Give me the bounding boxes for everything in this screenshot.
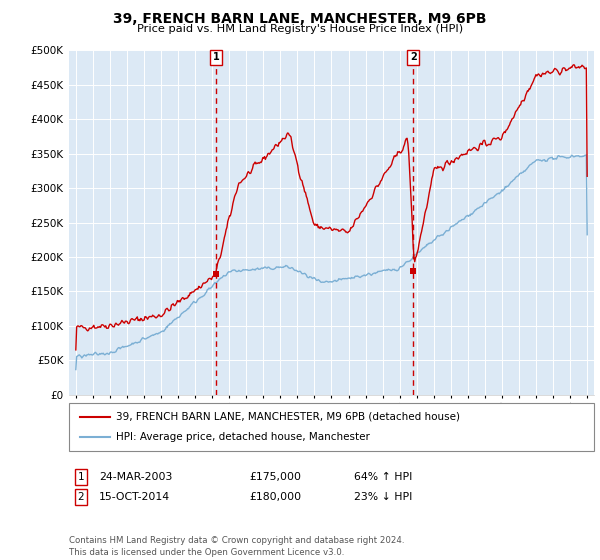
Text: Contains HM Land Registry data © Crown copyright and database right 2024.
This d: Contains HM Land Registry data © Crown c… — [69, 536, 404, 557]
Text: 24-MAR-2003: 24-MAR-2003 — [99, 472, 172, 482]
Text: 1: 1 — [77, 472, 85, 482]
Text: Price paid vs. HM Land Registry's House Price Index (HPI): Price paid vs. HM Land Registry's House … — [137, 24, 463, 34]
Text: £175,000: £175,000 — [249, 472, 301, 482]
Text: 39, FRENCH BARN LANE, MANCHESTER, M9 6PB (detached house): 39, FRENCH BARN LANE, MANCHESTER, M9 6PB… — [116, 412, 460, 422]
Text: 15-OCT-2014: 15-OCT-2014 — [99, 492, 170, 502]
Text: 2: 2 — [77, 492, 85, 502]
Text: 2: 2 — [410, 52, 416, 62]
Text: 1: 1 — [212, 52, 220, 62]
Text: 39, FRENCH BARN LANE, MANCHESTER, M9 6PB: 39, FRENCH BARN LANE, MANCHESTER, M9 6PB — [113, 12, 487, 26]
Text: 23% ↓ HPI: 23% ↓ HPI — [354, 492, 412, 502]
Text: HPI: Average price, detached house, Manchester: HPI: Average price, detached house, Manc… — [116, 432, 370, 442]
Text: 64% ↑ HPI: 64% ↑ HPI — [354, 472, 412, 482]
Text: £180,000: £180,000 — [249, 492, 301, 502]
